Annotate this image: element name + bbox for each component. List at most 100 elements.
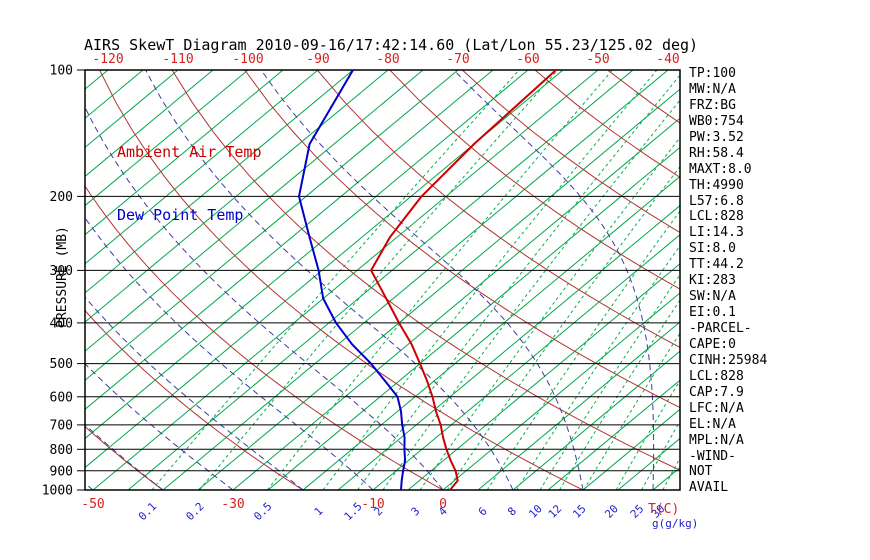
plot-border <box>84 69 681 491</box>
stat-line: CAPE:0 <box>689 336 736 352</box>
mixing-ratio-line <box>322 70 658 490</box>
moist-adiabat-line <box>85 106 444 490</box>
isotherm-lines <box>85 70 680 490</box>
moist-adiabat-line <box>85 216 374 490</box>
mixing-ratio-label: 15 <box>570 502 589 521</box>
isotherm-line <box>85 70 424 352</box>
mixing-ratio-label: 0.1 <box>136 500 159 523</box>
stat-line: NOT <box>689 464 713 480</box>
pressure-tick-label: 100 <box>50 64 73 79</box>
stat-line: EI:0.1 <box>689 305 736 321</box>
top-temp-label: -80 <box>376 52 399 67</box>
dry-adiabat-line <box>85 185 444 490</box>
pressure-axis-labels: 100 200 300 400 500 600 700 800 900 1000 <box>42 64 73 499</box>
isotherm-line <box>85 70 249 207</box>
mixing-ratio-line <box>583 332 680 490</box>
stat-line: CAP:7.9 <box>689 384 744 400</box>
stats-panel: TP:100 MW:N/A FRZ:BG WB0:754 PW:3.52 RH:58.4 M… <box>689 66 867 496</box>
stat-line: RH:58.4 <box>689 145 744 161</box>
moist-adiabat-line <box>85 363 234 490</box>
isotherm-line <box>85 70 284 236</box>
mixing-ratio-label: 8 <box>505 505 519 519</box>
temperature-curve <box>370 70 557 490</box>
mixing-ratio-labels: 0.1 0.2 0.5 1 1.5 2 3 4 6 8 10 12 15 20 25 30 <box>136 500 668 523</box>
moist-adiabat-line <box>85 482 94 490</box>
isotherm-line <box>85 70 214 178</box>
isotherm-line <box>197 88 680 490</box>
isotherm-line <box>477 321 680 490</box>
mixing-ratio-label: 10 <box>526 502 545 521</box>
stat-line: FRZ:BG <box>689 97 736 113</box>
mixing-ratio-line <box>267 70 613 490</box>
top-temperature-labels: -120 -110 -100 -90 -80 -70 -60 -50 -40 <box>92 52 679 67</box>
top-temp-label: -100 <box>232 52 263 67</box>
stat-line: MAXT:8.0 <box>689 161 752 177</box>
pressure-tick-label: 600 <box>50 390 73 405</box>
bottom-temp-label: -10 <box>361 497 384 512</box>
stat-line: L57:6.8 <box>689 193 744 209</box>
moist-adiabat-line <box>145 70 514 490</box>
dry-adiabat-line <box>171 70 680 471</box>
bottom-temp-label: 0 <box>439 497 447 512</box>
mixing-ratio-label: 25 <box>628 502 647 521</box>
stat-line: WB0:754 <box>689 113 744 129</box>
mixing-ratio-line <box>357 74 680 490</box>
dewpoint-curve <box>298 70 407 490</box>
stat-line: SI:8.0 <box>689 241 736 257</box>
isotherm-line <box>512 350 680 490</box>
chart-legend: Ambient Air Temp Dew Point Temp <box>117 100 262 268</box>
top-temp-label: -40 <box>656 52 679 67</box>
mixing-ratio-label: 3 <box>409 505 423 519</box>
stat-line: EL:N/A <box>689 416 736 432</box>
legend-dew-point-temp: Dew Point Temp <box>117 206 244 224</box>
top-temp-label: -90 <box>306 52 329 67</box>
moist-adiabat-line <box>0 70 23 490</box>
pressure-tick-label: 400 <box>50 316 73 331</box>
stat-line: AVAIL <box>689 480 729 496</box>
stat-line: TP:100 <box>689 66 736 81</box>
bottom-temp-label: -30 <box>221 497 244 512</box>
pressure-tick-label: 200 <box>50 190 73 205</box>
mixing-ratio-label: 1 <box>312 505 326 519</box>
moist-adiabat-lines <box>0 70 655 490</box>
isotherm-line <box>407 263 680 490</box>
isotherm-line <box>85 70 459 381</box>
mixing-ratio-label: 20 <box>602 502 621 521</box>
pressure-tick-label: 1000 <box>42 484 73 499</box>
isotherm-line <box>372 234 680 490</box>
pressure-tick-label: 300 <box>50 264 73 279</box>
isotherm-line <box>127 70 634 490</box>
legend-ambient-air-temp: Ambient Air Temp <box>117 143 262 161</box>
isotherm-line <box>85 70 179 148</box>
dry-adiabat-line <box>85 425 164 490</box>
mixing-ratio-line <box>446 165 680 490</box>
mixing-ratio-line <box>539 273 680 490</box>
isotherm-line <box>85 70 354 294</box>
dry-adiabat-line <box>85 309 304 490</box>
bottom-temp-label: -50 <box>81 497 104 512</box>
stat-line: TT:44.2 <box>689 257 744 273</box>
pressure-tick-label: 700 <box>50 418 73 433</box>
isotherm-line <box>162 70 669 490</box>
pressure-tick-label: 800 <box>50 443 73 458</box>
stat-line: LFC:N/A <box>689 400 744 416</box>
dry-adiabat-line <box>244 70 680 409</box>
isotherm-line <box>85 70 319 265</box>
stat-line: MPL:N/A <box>689 432 744 448</box>
isotherm-line <box>582 408 680 490</box>
temp-unit-label: T(C) <box>648 502 679 517</box>
stat-line: KI:283 <box>689 273 736 289</box>
pressure-tick-label: 500 <box>50 357 73 372</box>
top-temp-label: -70 <box>446 52 469 67</box>
dry-adiabat-lines <box>85 70 680 490</box>
stat-line: MW:N/A <box>689 81 736 97</box>
mixing-ratio-label: 0.5 <box>251 500 274 523</box>
moist-adiabat-line <box>453 70 655 490</box>
stat-line: LCL:828 <box>689 209 744 225</box>
stat-line: -WIND- <box>689 448 736 464</box>
stat-line: LI:14.3 <box>689 225 744 241</box>
isotherm-line <box>547 379 680 490</box>
stat-line: CINH:25984 <box>689 352 768 368</box>
